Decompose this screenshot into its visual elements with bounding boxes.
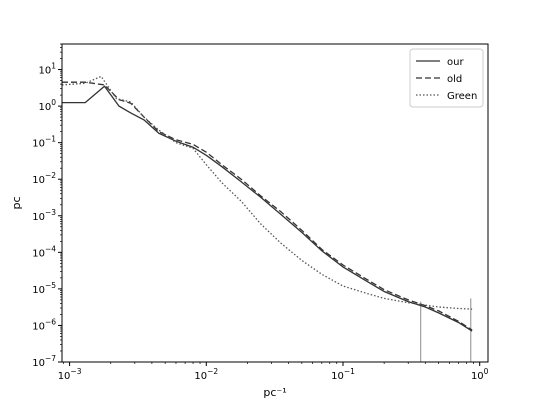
y-tick-label-5: 10−3 [32,208,56,223]
x-tick-label-2: 10−2 [194,367,218,382]
x-tick-label-3: 10−1 [331,367,355,382]
axis-ticks: 10−3 10−2 10−1 100 10−7 10−6 10−5 10−4 10−3 10−2 1… [32,43,489,382]
x-tick-label-4: 100 [471,367,489,382]
x-tick-label-1: 10−3 [58,367,82,382]
axes-frame [61,43,489,363]
series-line-old [62,81,473,331]
legend: our old Green [409,48,484,108]
y-tick-label-4: 10−4 [32,244,56,259]
legend-label-green: Green [447,91,477,102]
y-axis-label: pc [10,196,23,209]
series-line-our [62,85,473,332]
y-tick-label-8: 100 [38,98,56,113]
y-tick-label-7: 10−1 [32,135,56,150]
legend-label-old: old [447,74,462,85]
y-tick-label-9: 101 [38,62,56,77]
legend-label-our: our [447,57,464,68]
y-tick-label-3: 10−5 [32,281,56,296]
x-axis-label: pc⁻¹ [263,386,286,399]
plot-area [61,75,473,362]
y-tick-label-6: 10−2 [32,171,56,186]
legend-box [409,48,484,108]
y-tick-label-1: 10−7 [32,354,56,369]
y-tick-label-2: 10−6 [32,317,56,332]
